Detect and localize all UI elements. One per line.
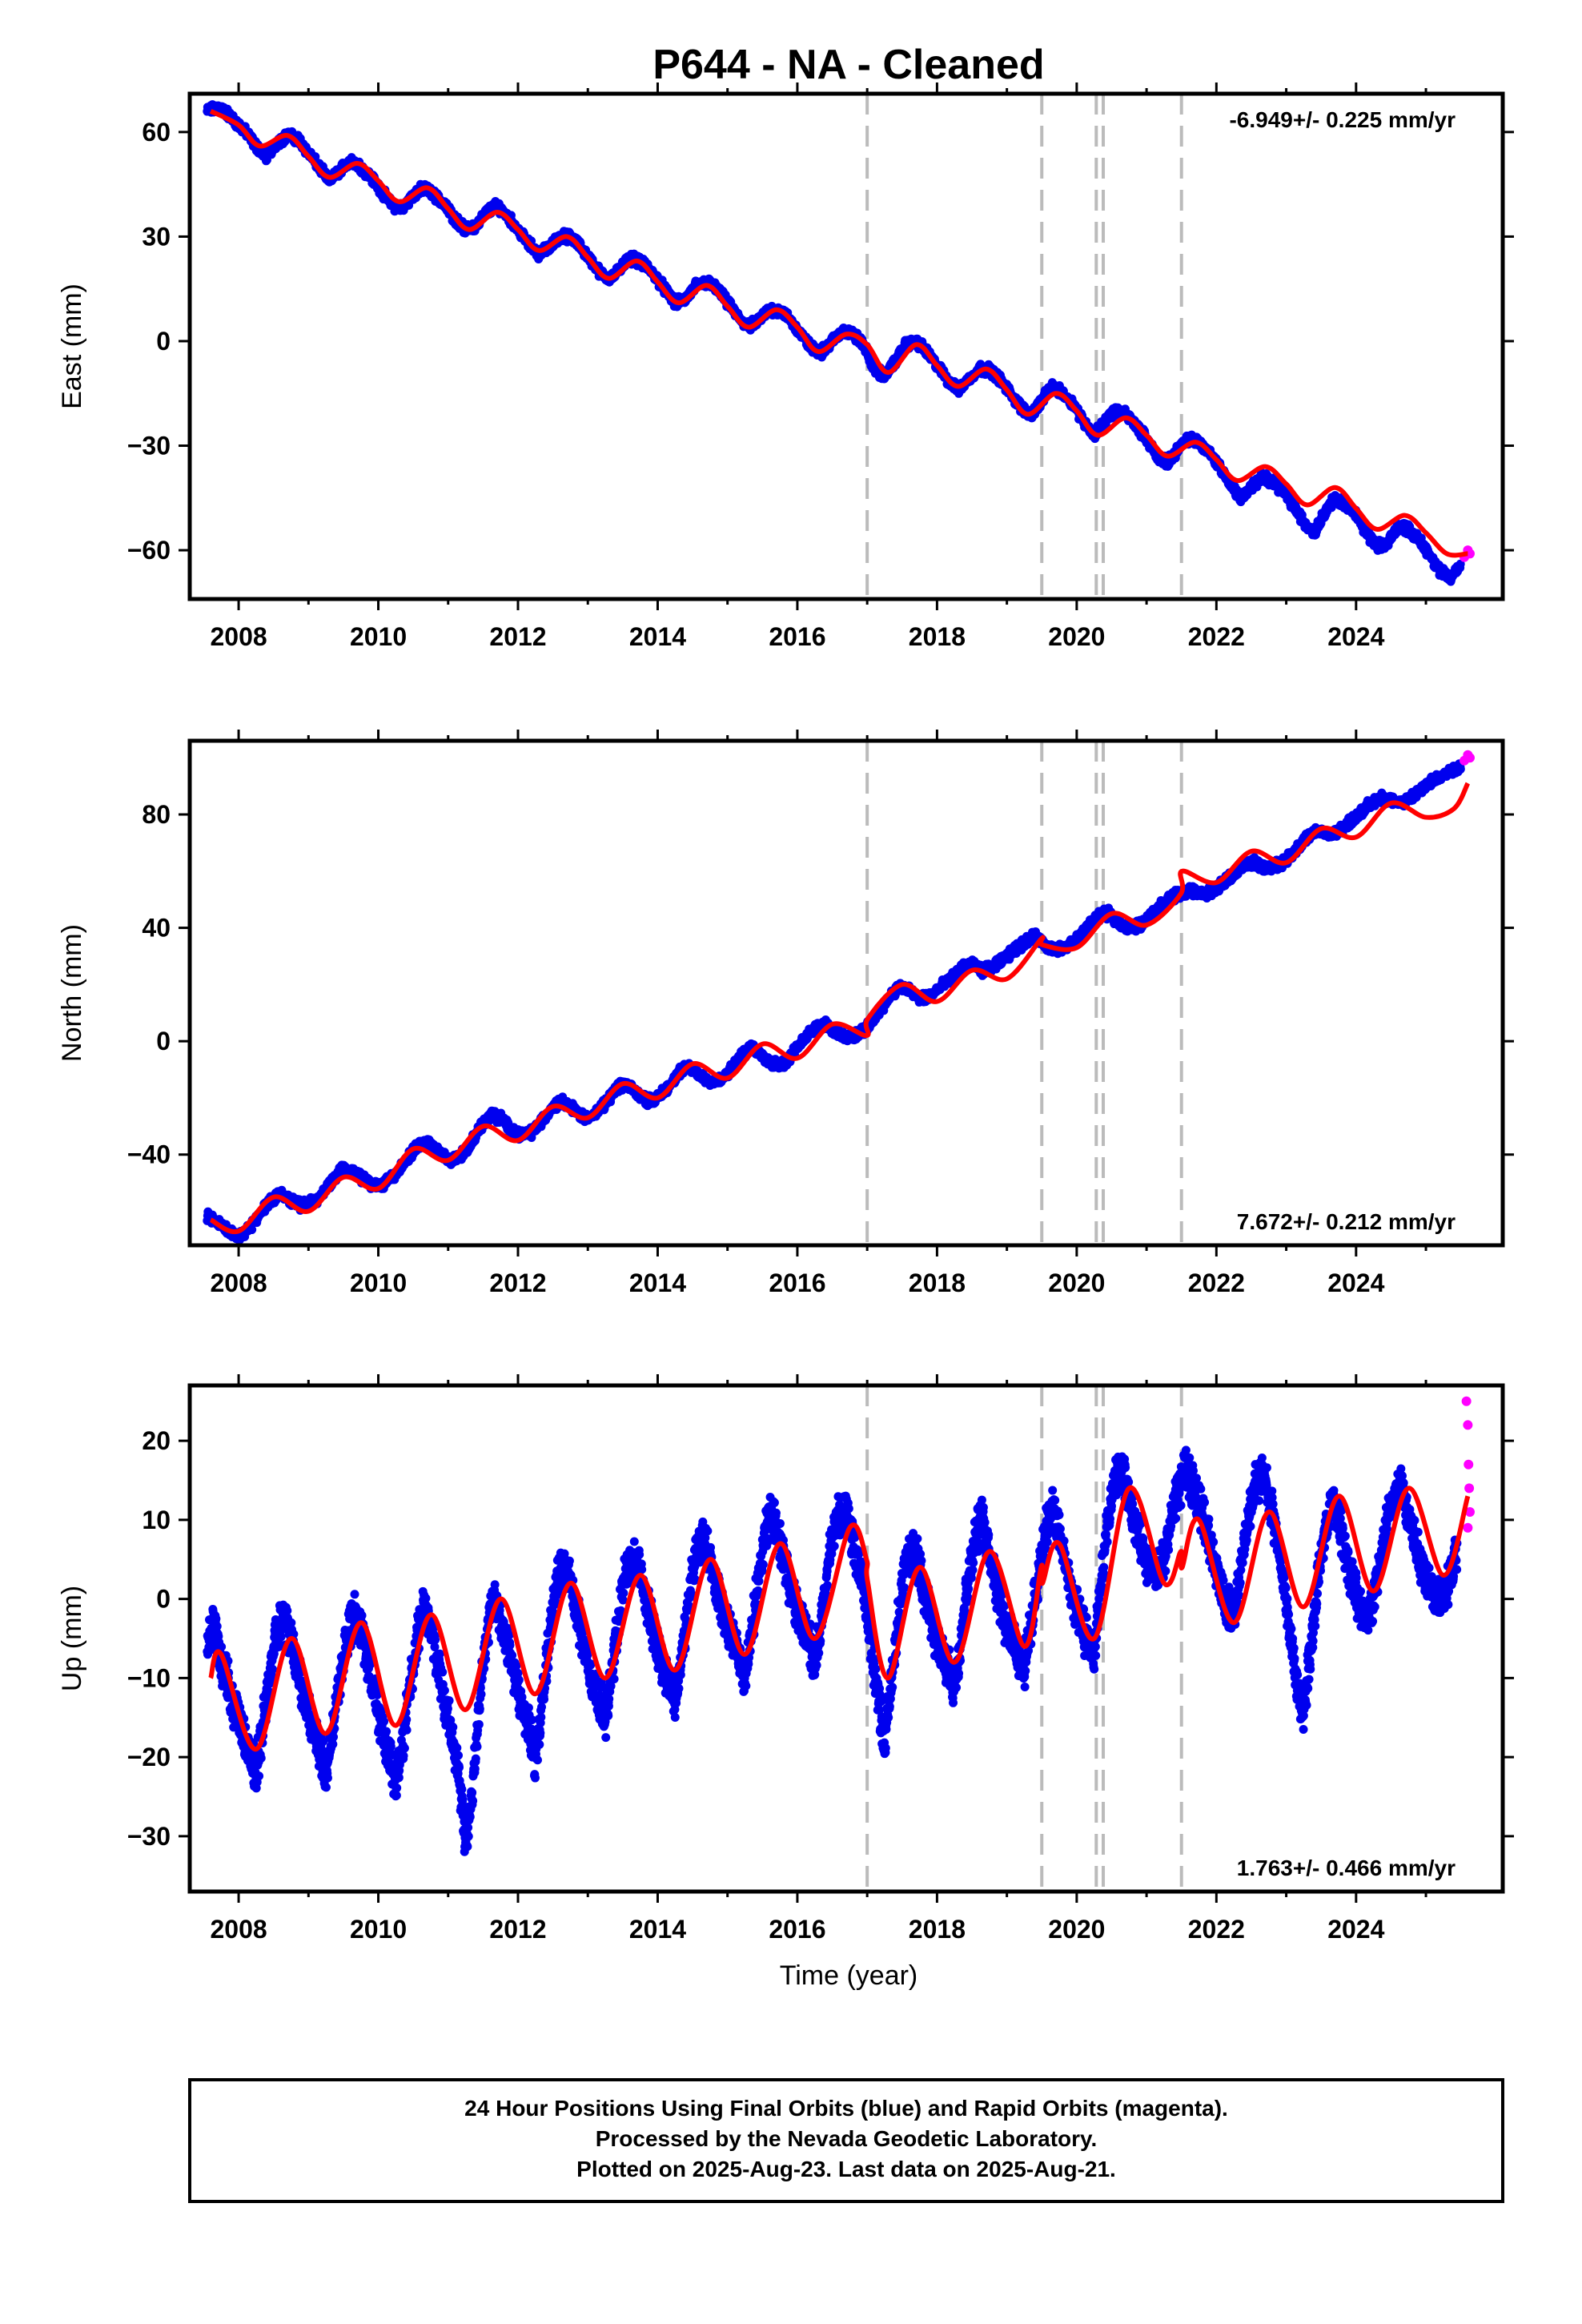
x-tick-label: 2016: [769, 622, 825, 651]
panel-frame: [187, 91, 1505, 601]
velocity-rate-label: -6.949+/- 0.225 mm/yr: [1229, 107, 1456, 132]
figure-title: P644 - NA - Cleaned: [652, 42, 1044, 88]
y-tick-label: 30: [142, 222, 171, 251]
y-axis-title: East (mm): [57, 283, 87, 409]
final-orbit-point: [247, 1225, 257, 1235]
x-tick-label: 2022: [1188, 622, 1245, 651]
final-orbit-point: [1456, 559, 1465, 569]
x-tick-label: 2024: [1327, 622, 1384, 651]
plot-area: [203, 741, 1475, 1245]
plot-area: [203, 94, 1475, 599]
y-tick-label: −60: [127, 536, 171, 565]
y-tick-label: 60: [142, 118, 171, 147]
x-tick-label: 2014: [629, 622, 686, 651]
x-tick-label: 2008: [210, 622, 267, 651]
north-panel: 2008 2010 2012 2014 2016 2018 2020 2022 20248040…: [57, 730, 1514, 1297]
x-tick-label: 2012: [489, 622, 546, 651]
y-tick-label: −30: [127, 432, 171, 460]
x-tick-label: 2018: [909, 622, 966, 651]
x-tick-label: 2010: [350, 622, 407, 651]
east-panel: 2008 2010 2012 2014 2016 2018 2020 2022 2024 60 30…: [57, 82, 1514, 651]
model-fit-line: [209, 109, 1468, 558]
y-tick-label: 0: [156, 327, 171, 356]
x-tick-label: 2020: [1048, 622, 1105, 651]
